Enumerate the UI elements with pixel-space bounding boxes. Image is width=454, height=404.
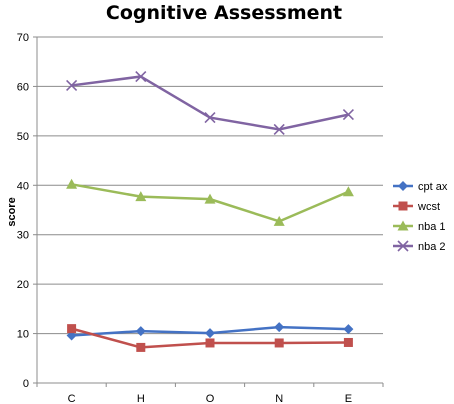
data-point-marker xyxy=(66,178,78,189)
y-tick-label: 0 xyxy=(23,378,29,390)
legend-label: nba 1 xyxy=(418,221,446,233)
data-point-marker xyxy=(135,191,147,202)
axes xyxy=(33,36,384,387)
legend-entry: wcst xyxy=(393,201,440,213)
x-tick-label: E xyxy=(345,393,352,404)
legend-entry: nba 2 xyxy=(393,240,446,253)
data-point-marker xyxy=(135,70,147,83)
legend-entry: nba 1 xyxy=(393,220,446,233)
legend-label: wcst xyxy=(417,201,440,213)
data-point-marker xyxy=(274,338,284,348)
data-point-marker xyxy=(343,337,353,347)
series-nba-1 xyxy=(66,178,354,226)
x-tick-label: C xyxy=(68,393,76,404)
y-tick-label: 50 xyxy=(17,131,29,143)
data-point-marker xyxy=(135,326,146,337)
y-tick-labels: 0 10 20 30 40 50 60 70 xyxy=(17,32,29,390)
series xyxy=(66,70,354,352)
x-tick-label: N xyxy=(275,393,283,404)
y-tick-label: 30 xyxy=(17,230,29,242)
series-wcst xyxy=(67,324,353,352)
legend-marker xyxy=(397,220,409,231)
series-line xyxy=(71,75,349,131)
legend-marker xyxy=(397,240,409,252)
data-point-marker xyxy=(205,338,215,348)
data-point-marker xyxy=(273,123,285,135)
y-tick-label: 60 xyxy=(17,81,29,93)
legend-marker xyxy=(398,181,408,191)
data-point-marker xyxy=(273,215,285,226)
legend-marker xyxy=(398,201,408,211)
data-point-marker xyxy=(342,109,354,121)
data-point-marker xyxy=(136,342,146,352)
y-tick-label: 40 xyxy=(17,180,29,192)
x-tick-label: H xyxy=(137,393,145,404)
gridlines xyxy=(37,36,383,335)
y-tick-label: 10 xyxy=(17,329,29,341)
legend: cpt ax wcst nba 1 nba 2 xyxy=(393,181,448,253)
legend-label: cpt ax xyxy=(418,181,448,193)
y-tick-label: 70 xyxy=(17,32,29,44)
data-point-marker xyxy=(343,324,354,335)
data-point-marker xyxy=(204,193,216,204)
y-tick-label: 20 xyxy=(17,279,29,291)
data-point-marker xyxy=(204,112,216,124)
data-point-marker xyxy=(274,322,285,333)
y-axis-label: score xyxy=(6,197,18,226)
chart-title: Cognitive Assessment xyxy=(106,2,342,24)
x-tick-label: O xyxy=(206,393,215,404)
legend-entry: cpt ax xyxy=(393,181,448,193)
data-point-marker xyxy=(67,324,77,334)
data-point-marker xyxy=(205,328,215,339)
legend-label: nba 2 xyxy=(418,241,446,253)
series-nba-2 xyxy=(66,70,354,135)
data-point-marker xyxy=(342,186,354,197)
data-point-marker xyxy=(66,79,78,92)
